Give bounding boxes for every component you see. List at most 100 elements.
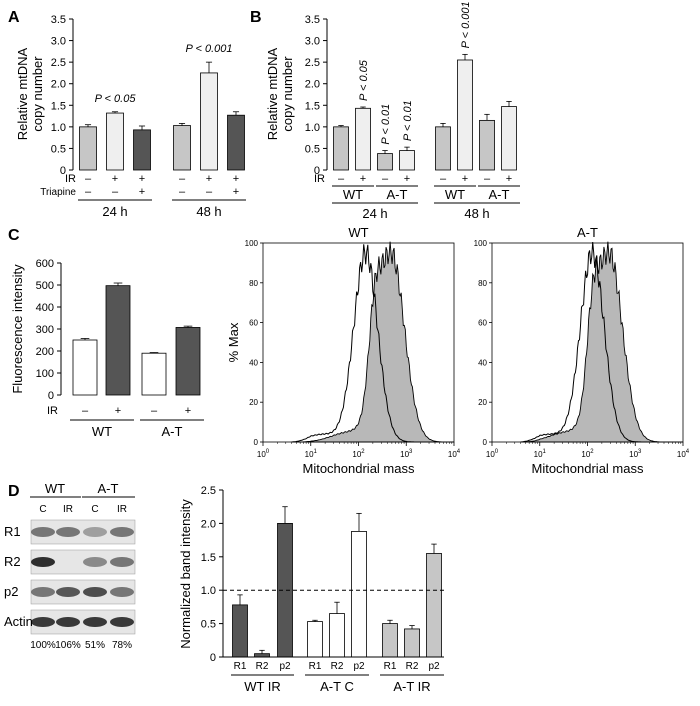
histogram-filled-curve — [520, 241, 683, 443]
sign: + — [115, 405, 121, 417]
sign: + — [462, 173, 468, 185]
x-tick-exponent: 0 — [266, 449, 270, 455]
y-tick-label: 1.0 — [51, 122, 66, 134]
bar — [377, 153, 393, 171]
y-tick-label: 600 — [36, 258, 54, 270]
x-tick-label: R1 — [234, 661, 247, 672]
y-axis-label: Normalized band intensity — [178, 499, 193, 649]
blot-band — [83, 527, 107, 537]
y-tick-label: 1.0 — [305, 122, 320, 134]
y-tick-label: 0.5 — [201, 619, 216, 631]
row-label: Triapine — [40, 187, 76, 198]
blot-percentage: 106% — [55, 640, 81, 651]
x-tick-label: R2 — [331, 661, 344, 672]
y-tick-label: 80 — [478, 279, 487, 288]
x-tick-label: R1 — [384, 661, 397, 672]
sign: – — [85, 186, 92, 198]
p-value-annotation: P < 0.001 — [186, 43, 233, 55]
y-tick-label: 0 — [483, 438, 488, 447]
p-value-annotation: P < 0.05 — [95, 93, 137, 105]
sign: + — [233, 173, 239, 185]
bar — [133, 129, 151, 171]
x-tick-exponent: 0 — [495, 449, 499, 455]
y-tick-label: 500 — [36, 280, 54, 292]
bar — [435, 126, 451, 171]
histogram-open-curve — [291, 244, 454, 443]
group-label: A-T — [162, 424, 183, 439]
blot-row-label: p2 — [4, 584, 18, 599]
sign: + — [112, 173, 118, 185]
panel-b: B 0 0.5 1.0 1.5 2.0 2.5 3.0 3.5 Relative mtDNAcop… — [250, 1, 520, 221]
x-tick-base: 10 — [257, 450, 266, 459]
y-tick-label: 80 — [249, 279, 258, 288]
y-tick-label: 3.0 — [305, 36, 320, 48]
sign: + — [139, 173, 145, 185]
y-tick-label: 400 — [36, 302, 54, 314]
p-value-annotation: P < 0.01 — [380, 104, 392, 145]
histogram-title: WT — [348, 225, 368, 240]
sign: – — [82, 405, 89, 417]
sign: + — [185, 405, 191, 417]
sign: + — [233, 186, 239, 198]
y-axis-label: % Max — [226, 322, 241, 362]
x-tick-base: 10 — [486, 450, 495, 459]
y-tick-label: 2.0 — [51, 79, 66, 91]
x-tick-label: 104 — [448, 449, 461, 459]
x-tick-label: 101 — [534, 449, 547, 459]
bar — [457, 59, 473, 171]
y-axis-label-line: Relative mtDNA — [15, 47, 30, 140]
y-tick-label: 0 — [60, 165, 66, 177]
p-value-annotation: P < 0.01 — [402, 100, 414, 141]
group-label: WT IR — [244, 679, 281, 694]
x-tick-exponent: 4 — [686, 449, 690, 455]
bar — [307, 621, 323, 658]
subgroup-label: WT — [445, 187, 465, 202]
bar — [333, 126, 349, 171]
bar — [79, 126, 97, 171]
blot-band — [56, 587, 80, 597]
x-tick-label: p2 — [428, 661, 440, 672]
x-tick-label: 100 — [257, 449, 270, 459]
sign: – — [179, 173, 186, 185]
x-tick-base: 10 — [400, 450, 409, 459]
x-tick-label: 103 — [400, 449, 413, 459]
y-tick-label: 20 — [478, 398, 487, 407]
x-tick-exponent: 4 — [457, 449, 461, 455]
bar — [479, 119, 495, 171]
y-tick-label: 1.5 — [201, 552, 216, 564]
y-tick-label: 2.0 — [201, 518, 216, 530]
x-tick-label: 100 — [486, 449, 499, 459]
y-tick-label: 0.5 — [305, 143, 320, 155]
y-tick-label: 2.0 — [305, 79, 320, 91]
x-tick-base: 10 — [305, 450, 314, 459]
x-tick-exponent: 2 — [590, 449, 594, 455]
panel-letter-a: A — [8, 9, 20, 26]
sign: + — [360, 173, 366, 185]
x-axis-label: Mitochondrial mass — [532, 461, 644, 476]
ir-label: IR — [314, 173, 325, 185]
blot-band — [110, 557, 134, 567]
x-tick-label: 104 — [677, 449, 690, 459]
blot-row-label: Actin — [4, 614, 33, 629]
bar — [426, 553, 442, 658]
subgroup-label: A-T — [489, 187, 510, 202]
bar — [175, 327, 201, 396]
y-tick-label: 1.0 — [201, 585, 216, 597]
blot-row-label: R2 — [4, 554, 21, 569]
x-tick-label: 101 — [305, 449, 318, 459]
group-label: 48 h — [464, 206, 489, 221]
x-tick-exponent: 2 — [361, 449, 365, 455]
bar — [232, 604, 248, 658]
blot-band — [31, 587, 55, 597]
x-tick-label: p2 — [279, 661, 291, 672]
group-label: A-T C — [320, 679, 354, 694]
y-tick-label: 100 — [36, 368, 54, 380]
y-tick-label: 300 — [36, 324, 54, 336]
y-tick-label: 0.5 — [51, 143, 66, 155]
x-tick-exponent: 3 — [638, 449, 642, 455]
x-tick-exponent: 3 — [409, 449, 413, 455]
sign: – — [206, 186, 213, 198]
x-tick-exponent: 1 — [314, 449, 318, 455]
sign: – — [112, 186, 119, 198]
